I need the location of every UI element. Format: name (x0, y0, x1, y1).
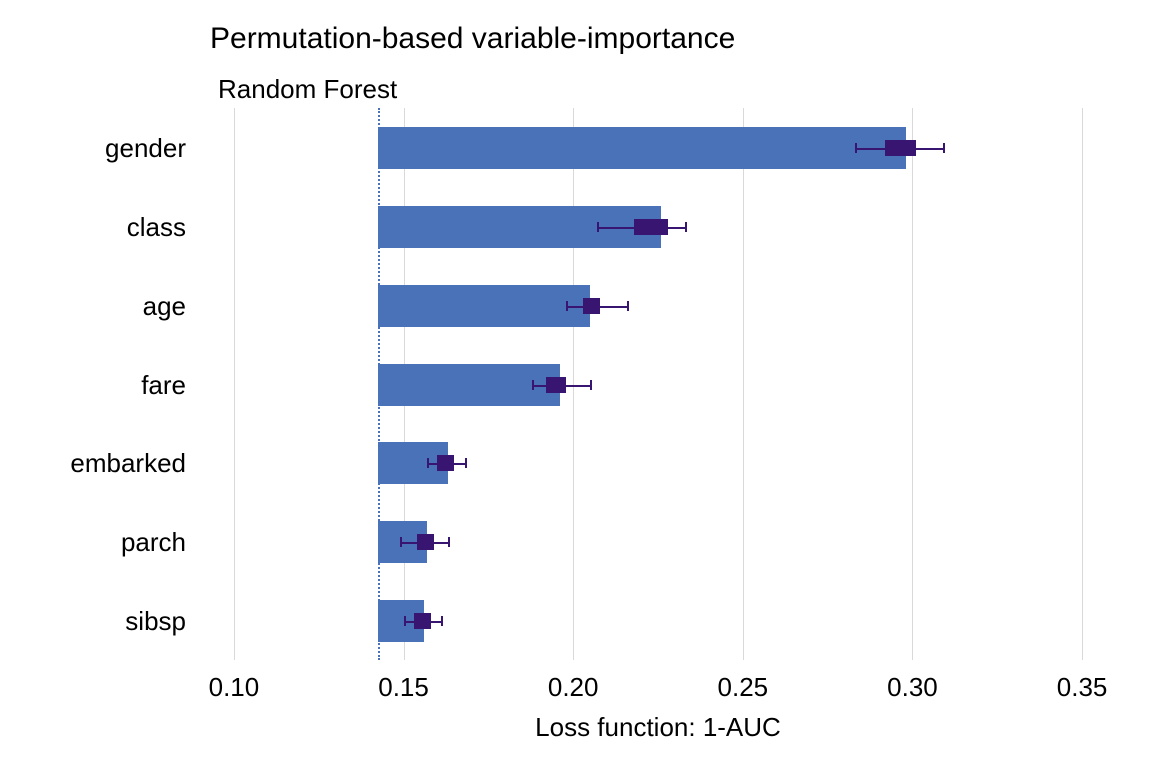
whisker-cap (400, 537, 402, 547)
bar (378, 127, 906, 169)
whisker-cap (943, 143, 945, 153)
box (546, 377, 566, 393)
x-tick-label: 0.30 (887, 672, 938, 703)
box (583, 298, 600, 314)
box (634, 219, 668, 235)
y-category-label: embarked (70, 448, 186, 479)
chart-title: Permutation-based variable-importance (210, 22, 735, 56)
y-category-label: gender (105, 133, 186, 164)
x-axis-title: Loss function: 1-AUC (535, 712, 781, 743)
whisker-cap (627, 301, 629, 311)
y-category-label: sibsp (125, 606, 186, 637)
gridline (743, 108, 744, 660)
whisker-cap (597, 222, 599, 232)
whisker-cap (855, 143, 857, 153)
x-tick-label: 0.20 (548, 672, 599, 703)
gridline (1082, 108, 1083, 660)
box (417, 534, 434, 550)
x-tick-label: 0.10 (209, 672, 260, 703)
whisker-cap (685, 222, 687, 232)
box (885, 140, 916, 156)
whisker-cap (448, 537, 450, 547)
whisker-cap (465, 458, 467, 468)
x-tick-label: 0.25 (718, 672, 769, 703)
bar (378, 285, 590, 327)
gridline (234, 108, 235, 660)
whisker-cap (441, 616, 443, 626)
box (414, 613, 431, 629)
y-category-label: age (143, 291, 186, 322)
whisker-cap (590, 380, 592, 390)
y-category-label: fare (141, 370, 186, 401)
y-category-label: parch (121, 527, 186, 558)
whisker-cap (404, 616, 406, 626)
y-category-label: class (127, 212, 186, 243)
whisker-cap (532, 380, 534, 390)
box (437, 455, 454, 471)
whisker-cap (566, 301, 568, 311)
gridline (912, 108, 913, 660)
whisker-cap (427, 458, 429, 468)
plot-area (200, 108, 1116, 660)
x-tick-label: 0.35 (1057, 672, 1108, 703)
chart-container: Permutation-based variable-importance Ra… (0, 0, 1152, 768)
chart-subtitle: Random Forest (218, 74, 397, 105)
x-tick-label: 0.15 (378, 672, 429, 703)
